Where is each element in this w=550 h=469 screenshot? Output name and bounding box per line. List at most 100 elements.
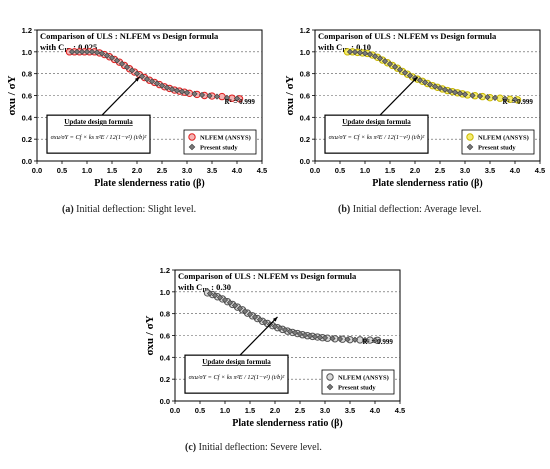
data-point bbox=[416, 77, 424, 84]
formula-box bbox=[324, 114, 429, 154]
data-point bbox=[233, 95, 241, 102]
data-point bbox=[241, 308, 249, 315]
data-point bbox=[251, 313, 259, 321]
y-tick-label: 0.6 bbox=[160, 332, 170, 341]
data-point bbox=[211, 292, 219, 299]
y-tick-label: 0.4 bbox=[22, 113, 33, 122]
data-point bbox=[344, 336, 351, 343]
chart-title: Comparison of ULS : NLFEM vs Design form… bbox=[178, 271, 357, 281]
data-point bbox=[148, 78, 156, 85]
legend-marker-present bbox=[188, 143, 196, 151]
x-tick-label: 2.0 bbox=[132, 166, 142, 175]
legend-label-present: Present study bbox=[200, 145, 238, 152]
formula-text: σxu/σY = Cf × ks π²E / 12(1−ν²) (t/b)² bbox=[189, 374, 285, 381]
data-point bbox=[391, 63, 399, 70]
x-tick-label: 2.5 bbox=[157, 166, 167, 175]
annotation-arrow bbox=[379, 76, 418, 116]
legend-label-present: Present study bbox=[478, 145, 516, 152]
data-point bbox=[256, 316, 264, 323]
series-present-study bbox=[346, 48, 519, 103]
data-point bbox=[476, 93, 484, 100]
data-point bbox=[276, 325, 284, 332]
y-tick-label: 0.2 bbox=[22, 135, 32, 144]
data-point bbox=[98, 50, 106, 57]
chart-panel-1: 0.0 0.2 0.4 0.6 0.8 1.0 1.2 0.0 0.5 1.0 1.5 2.0 2.5 3… bbox=[6, 26, 267, 189]
panel-label: (b) bbox=[338, 204, 351, 215]
y-tick-label: 0.6 bbox=[300, 92, 310, 101]
data-point bbox=[484, 94, 491, 101]
data-point bbox=[366, 51, 374, 58]
data-point bbox=[123, 64, 131, 71]
data-point bbox=[461, 91, 469, 98]
data-point bbox=[281, 326, 289, 334]
data-point bbox=[73, 48, 81, 55]
x-tick-label: 3.0 bbox=[182, 166, 192, 175]
data-point bbox=[469, 92, 476, 99]
data-point bbox=[321, 334, 329, 341]
data-point bbox=[381, 58, 389, 65]
data-point bbox=[396, 66, 404, 73]
y-tick-label: 0.8 bbox=[300, 70, 310, 79]
y-tick-label: 1.2 bbox=[300, 26, 310, 35]
x-tick-label: 0.5 bbox=[195, 406, 205, 415]
x-tick-label: 0.0 bbox=[170, 406, 180, 415]
formula-text: σxu/σY = Cf × ks π²E / 12(1−ν²) (t/b)² bbox=[329, 134, 425, 141]
x-tick-label: 2.5 bbox=[435, 166, 445, 175]
data-point bbox=[118, 60, 126, 67]
x-tick-label: 3.0 bbox=[320, 406, 330, 415]
annotation-arrowhead bbox=[134, 76, 140, 82]
x-tick-label: 0.5 bbox=[335, 166, 345, 175]
data-point bbox=[236, 305, 244, 312]
data-point bbox=[216, 294, 224, 301]
data-point bbox=[436, 84, 444, 92]
data-point bbox=[491, 94, 499, 101]
x-tick-label: 2.0 bbox=[410, 166, 420, 175]
data-point bbox=[346, 48, 354, 55]
chart-title: Comparison of ULS : NLFEM vs Design form… bbox=[318, 31, 497, 41]
x-tick-label: 1.0 bbox=[220, 406, 230, 415]
x-tick-label: 2.5 bbox=[295, 406, 305, 415]
annotation-arrow bbox=[239, 316, 278, 356]
y-tick-label: 1.2 bbox=[160, 266, 170, 275]
data-point bbox=[446, 88, 454, 95]
data-point bbox=[128, 67, 136, 74]
data-point bbox=[441, 86, 449, 93]
x-tick-label: 4.5 bbox=[257, 166, 267, 175]
data-point bbox=[183, 89, 191, 96]
r-squared-label: R² = 0.999 bbox=[363, 338, 394, 346]
y-tick-label: 0.2 bbox=[160, 375, 170, 384]
data-point bbox=[271, 323, 279, 330]
data-point bbox=[356, 49, 364, 56]
data-point bbox=[138, 73, 146, 80]
formula-title: Update design formula bbox=[202, 358, 271, 366]
data-point bbox=[83, 48, 91, 55]
legend-marker-present bbox=[326, 383, 334, 391]
x-tick-label: 4.0 bbox=[232, 166, 242, 175]
y-tick-label: 0.2 bbox=[300, 135, 310, 144]
data-point bbox=[93, 49, 101, 56]
panel-caption-text: Initial deflection: Severe level. bbox=[196, 442, 322, 453]
panel-caption-text: Initial deflection: Average level. bbox=[350, 204, 482, 215]
x-tick-label: 0.5 bbox=[57, 166, 67, 175]
data-point bbox=[376, 55, 384, 62]
data-point bbox=[286, 328, 294, 335]
x-tick-label: 1.5 bbox=[385, 166, 395, 175]
panel-label: (c) bbox=[185, 442, 197, 453]
data-point bbox=[371, 337, 379, 344]
data-point bbox=[426, 81, 434, 88]
legend-marker-nlfem bbox=[326, 373, 334, 381]
legend-label-nlfem: NLFEM (ANSYS) bbox=[200, 135, 251, 142]
data-point bbox=[226, 299, 234, 306]
x-tick-label: 4.0 bbox=[370, 406, 380, 415]
x-axis-label: Plate slenderness ratio (β) bbox=[232, 418, 343, 429]
data-point bbox=[511, 96, 519, 103]
formula-title: Update design formula bbox=[64, 118, 133, 126]
data-point bbox=[361, 50, 369, 57]
panel-label: (a) bbox=[62, 204, 74, 215]
data-point bbox=[213, 93, 221, 100]
x-tick-label: 0.0 bbox=[32, 166, 42, 175]
y-tick-label: 0.4 bbox=[300, 113, 311, 122]
x-tick-label: 4.0 bbox=[510, 166, 520, 175]
x-tick-label: 1.5 bbox=[245, 406, 255, 415]
